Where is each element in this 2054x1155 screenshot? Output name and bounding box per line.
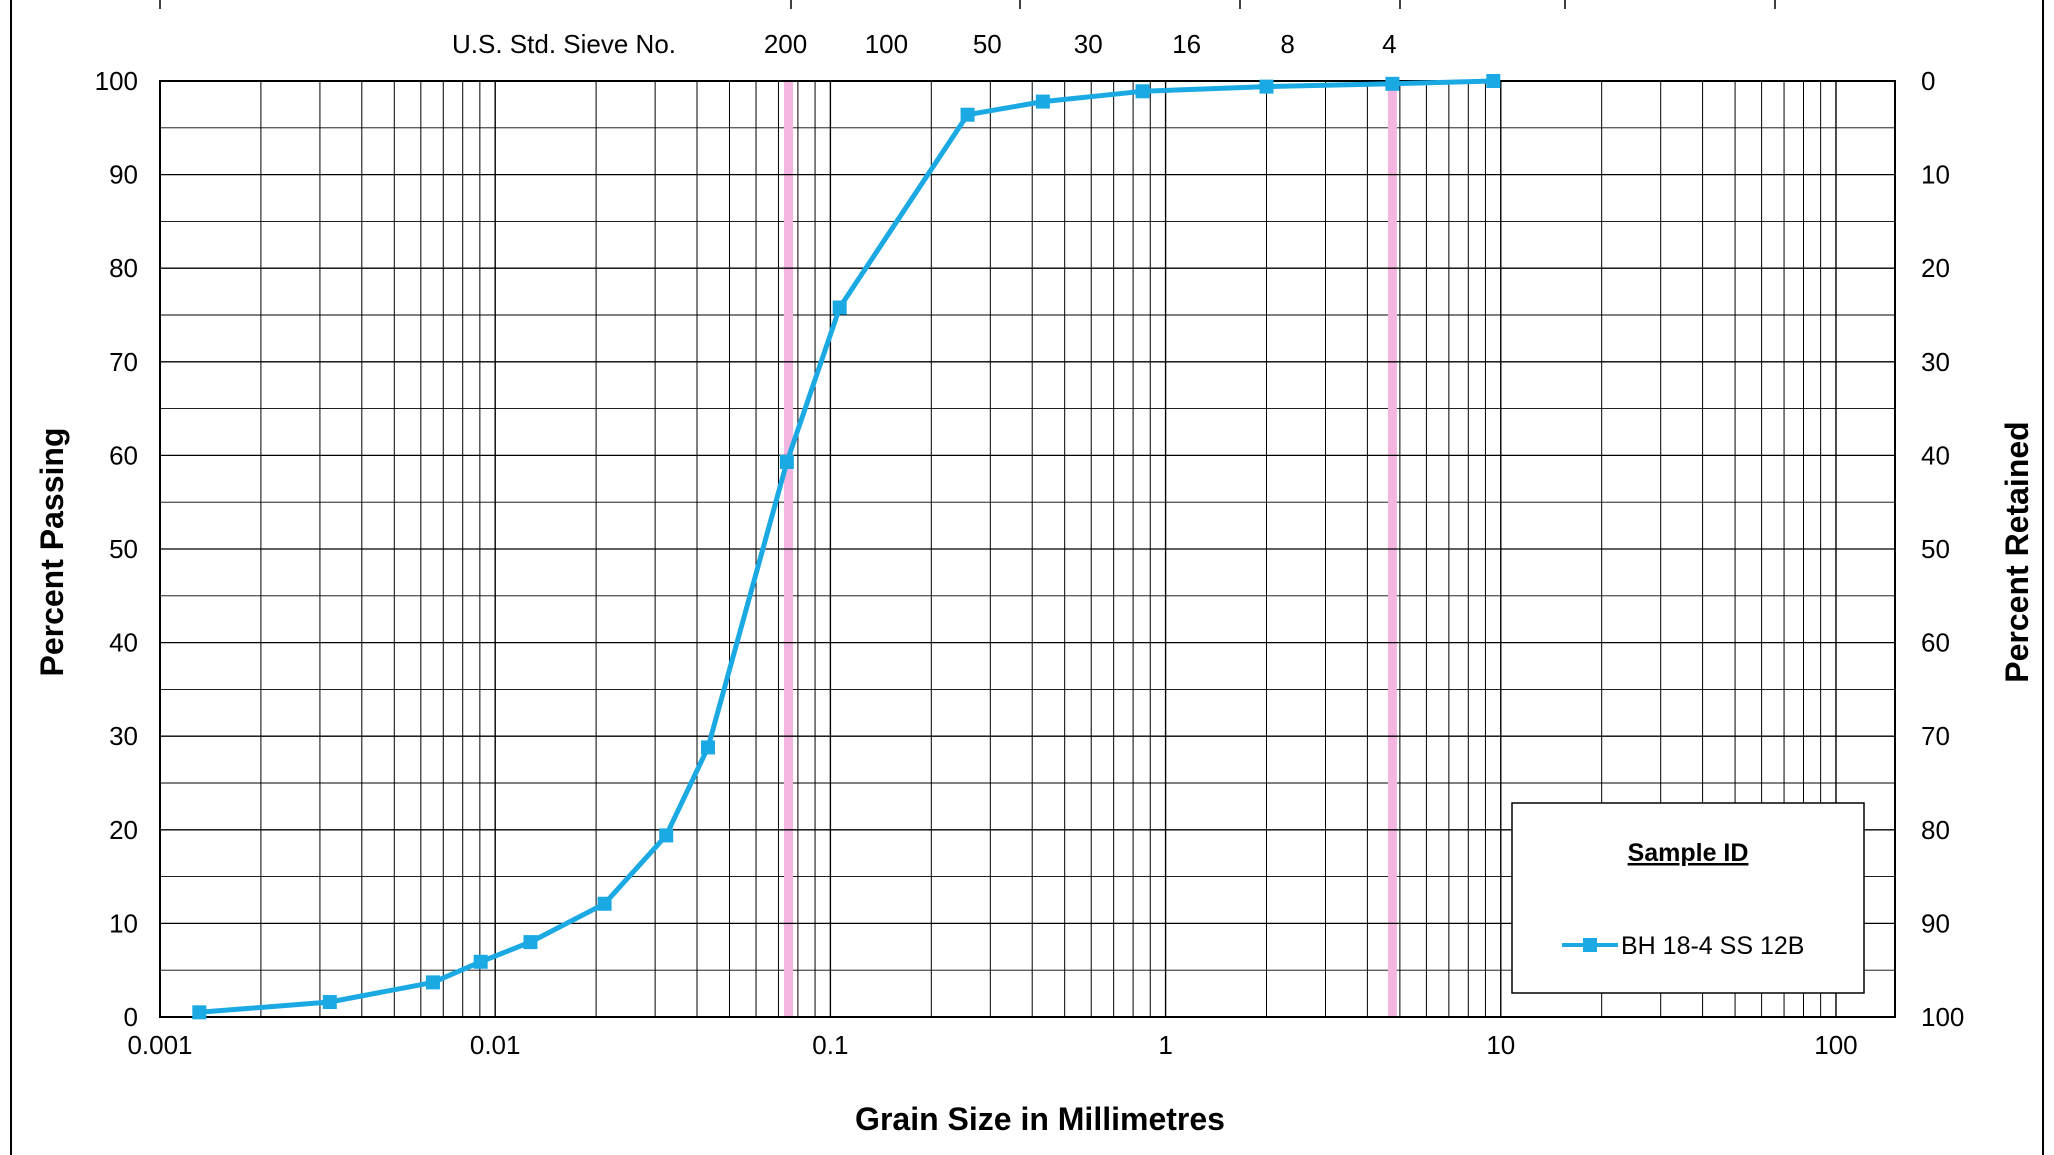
chart-frame [10, 0, 2044, 1155]
sieve-header-label: U.S. Std. Sieve No. [452, 29, 676, 59]
legend-box [1511, 802, 1865, 994]
sieve-number-label: 50 [973, 29, 1002, 59]
x-tick-label: 100 [1814, 1030, 1857, 1060]
y2-tick-label: 50 [1921, 534, 1950, 564]
sieve-number-label: 30 [1074, 29, 1103, 59]
y2-tick-label: 10 [1921, 160, 1950, 190]
sieve-number-label: 4 [1382, 29, 1396, 59]
legend: Sample ID BH 18-4 SS 12B [1511, 802, 1865, 994]
plot-area-border [159, 80, 1896, 1018]
sieve-number-label: 100 [865, 29, 908, 59]
data-point [1486, 74, 1501, 88]
sieve-number-label: 16 [1172, 29, 1201, 59]
y2-tick-label: 40 [1921, 440, 1950, 470]
y-tick-label: 100 [95, 66, 138, 96]
data-point [473, 954, 488, 969]
data-point [1385, 76, 1400, 91]
x-axis-title: Grain Size in Millimetres [855, 1101, 1225, 1137]
data-point [701, 740, 716, 755]
top-frame-ticks [159, 0, 1776, 9]
data-point [425, 975, 440, 990]
data-point [597, 896, 612, 911]
y-tick-label: 10 [109, 908, 138, 938]
y-tick-label: 80 [109, 253, 138, 283]
series-line [199, 78, 1494, 1015]
y2-tick-label: 90 [1921, 908, 1950, 938]
sieve-number-label: 200 [764, 29, 807, 59]
y2-tick-label: 60 [1921, 628, 1950, 658]
sieve-number-labels: 200 100 50 30 16 8 4 [764, 29, 1397, 59]
x-tick-label: 0.001 [127, 1030, 192, 1060]
y-tick-label: 50 [109, 534, 138, 564]
data-point [1035, 94, 1050, 109]
sieve-number-label: 8 [1280, 29, 1294, 59]
y-tick-label: 70 [109, 347, 138, 377]
data-point [192, 1005, 207, 1020]
y-tick-label: 30 [109, 721, 138, 751]
data-point [659, 828, 674, 843]
x-tick-label: 10 [1486, 1030, 1515, 1060]
y2-tick-label: 20 [1921, 253, 1950, 283]
y-tick-label: 40 [109, 628, 138, 658]
data-point [779, 454, 794, 469]
y-tick-label: 90 [109, 160, 138, 190]
series-layer [192, 74, 1501, 1020]
y-tick-label: 0 [124, 1002, 138, 1032]
y2-tick-label: 0 [1921, 66, 1935, 96]
y2-axis-title: Percent Retained [1999, 421, 2035, 682]
data-point [1135, 84, 1150, 99]
y-axis-title: Percent Passing [34, 428, 70, 677]
x-tick-label: 0.1 [812, 1030, 848, 1060]
legend-series-name: BH 18-4 SS 12B [1621, 932, 1804, 960]
x-axis-tick-labels: 0.001 0.01 0.1 1 10 100 [127, 1030, 1857, 1060]
y-tick-label: 20 [109, 815, 138, 845]
y-axis-tick-labels: 0 10 20 30 40 50 60 70 80 90 100 [95, 66, 138, 1032]
legend-title: Sample ID [1628, 839, 1749, 867]
y2-tick-label: 70 [1921, 721, 1950, 751]
y2-tick-label: 80 [1921, 815, 1950, 845]
y2-tick-label: 30 [1921, 347, 1950, 377]
major-gridlines [160, 81, 1895, 1017]
data-point [322, 995, 337, 1010]
data-point [523, 935, 538, 950]
x-tick-label: 0.01 [470, 1030, 521, 1060]
legend-series-marker [1583, 938, 1597, 952]
data-point [1259, 79, 1274, 94]
y2-tick-label: 100 [1921, 1002, 1964, 1032]
x-tick-label: 1 [1158, 1030, 1172, 1060]
y-tick-label: 60 [109, 440, 138, 470]
data-point [960, 107, 975, 122]
data-point [832, 300, 847, 315]
